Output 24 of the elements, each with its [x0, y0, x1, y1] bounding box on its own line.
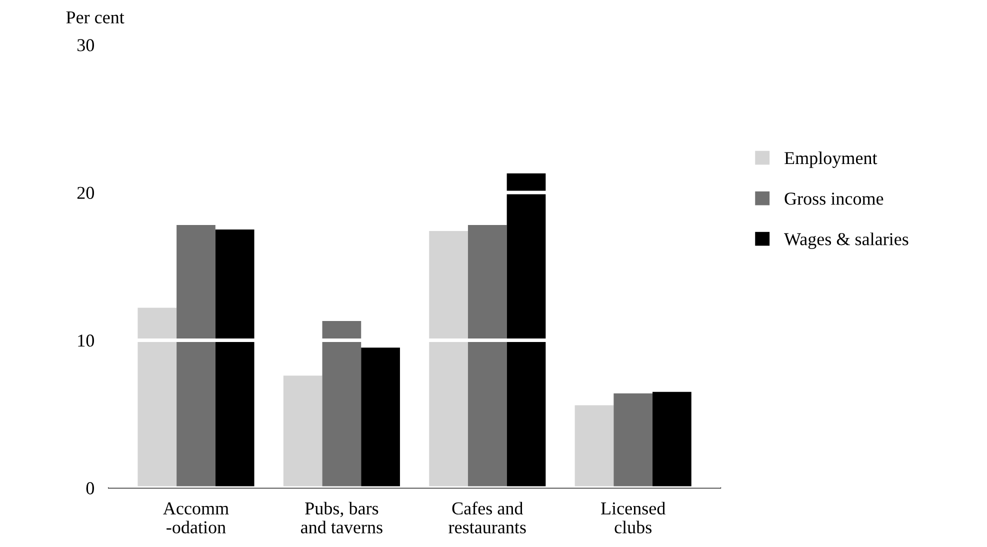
bar: [176, 225, 216, 488]
legend-label: Employment: [784, 152, 878, 168]
x-tick-label: Pubs, bars and taverns: [300, 502, 382, 534]
bar: [614, 393, 653, 488]
bar: [429, 230, 468, 488]
bar: [652, 392, 692, 488]
bar: [506, 173, 546, 488]
bar: [574, 405, 614, 488]
y-tick-label: 30: [77, 39, 94, 52]
y-axis-title: Per cent: [66, 11, 124, 24]
bar: [361, 348, 400, 488]
x-tick-label: Cafes and restaurants: [448, 502, 526, 534]
bar: [138, 308, 177, 488]
legend-label: Wages & salaries: [784, 232, 908, 249]
legend-label: Gross income: [784, 192, 884, 205]
y-tick-label: 0: [86, 482, 94, 494]
y-tick-label: 20: [77, 186, 94, 199]
bar: [322, 321, 362, 488]
bar: [283, 376, 322, 488]
x-tick-label: Licensed clubs: [601, 502, 666, 534]
bar: [215, 229, 254, 488]
x-tick-label: Accomm -odation: [163, 502, 229, 534]
y-tick-label: 10: [78, 334, 94, 347]
bar: [468, 225, 507, 488]
